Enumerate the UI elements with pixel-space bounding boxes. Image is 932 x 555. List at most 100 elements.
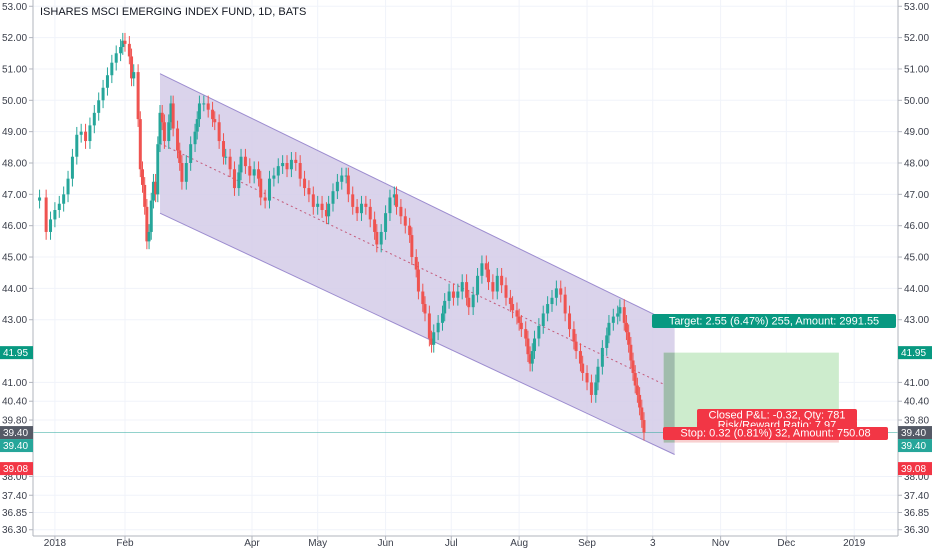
candle-body bbox=[151, 181, 155, 201]
candle-body bbox=[484, 263, 488, 270]
candle-body bbox=[285, 162, 289, 170]
candle-body bbox=[121, 40, 125, 48]
candle-body bbox=[92, 112, 96, 126]
candle-body bbox=[471, 294, 475, 308]
candle-body bbox=[138, 119, 142, 170]
candle-body bbox=[224, 156, 228, 158]
candle-body bbox=[616, 313, 620, 317]
candle-body bbox=[114, 53, 118, 63]
candle-body bbox=[546, 304, 550, 314]
candle-body bbox=[167, 122, 171, 142]
candle-body bbox=[495, 275, 499, 292]
x-tick-label: 3 bbox=[650, 538, 656, 549]
candle-body bbox=[351, 194, 355, 207]
candle-body bbox=[178, 150, 182, 163]
stop-label: Stop: 0.32 (0.81%) 32, Amount: 750.08 bbox=[680, 428, 870, 440]
candle-body bbox=[581, 363, 585, 374]
candle-body bbox=[176, 128, 180, 151]
candle-body bbox=[517, 316, 521, 323]
y-tick-label: 41.00 bbox=[904, 378, 929, 389]
candle-body bbox=[289, 159, 293, 170]
closed-pnl-label-bg bbox=[697, 409, 857, 422]
x-tick-label: Jun bbox=[378, 538, 394, 549]
candle-body bbox=[189, 144, 193, 163]
candle-body bbox=[331, 191, 335, 204]
y-tick-label: 48.00 bbox=[904, 158, 929, 169]
candle-body bbox=[410, 235, 414, 258]
candle-body bbox=[268, 178, 272, 201]
right-price-axis: 53.00 52.00 51.00 50.00 49.00 48.00 47.00 46.00… bbox=[897, 0, 932, 536]
candle-body bbox=[532, 338, 536, 352]
candle-body bbox=[384, 213, 388, 232]
candle-body bbox=[373, 219, 377, 232]
candle-body bbox=[162, 122, 166, 142]
right-last-price-label-bg bbox=[898, 426, 932, 440]
candle-body bbox=[399, 206, 403, 217]
y-tick-label: 44.00 bbox=[2, 284, 27, 295]
candle-body bbox=[441, 313, 445, 323]
y-tick-label: 48.00 bbox=[2, 158, 27, 169]
x-tick-label: Nov bbox=[712, 538, 730, 549]
candle-body bbox=[476, 275, 480, 295]
candle-body bbox=[127, 43, 131, 57]
candle-body bbox=[44, 197, 48, 232]
left-last-price-mirror-label-bg bbox=[0, 439, 33, 453]
candle-body bbox=[467, 297, 471, 308]
candle-body bbox=[62, 194, 66, 204]
candle-body bbox=[307, 188, 311, 195]
right-target-price-label-bg bbox=[898, 346, 932, 360]
candle-body bbox=[408, 225, 412, 236]
candle-body bbox=[110, 62, 114, 76]
candle-body bbox=[320, 203, 324, 211]
candle-body bbox=[206, 103, 210, 110]
candle-body bbox=[75, 134, 79, 157]
candle-body bbox=[572, 329, 576, 342]
y-tick-label: 52.00 bbox=[2, 33, 27, 44]
target-label: Target: 2.55 (6.47%) 255, Amount: 2991.5… bbox=[669, 316, 879, 328]
candle-body bbox=[123, 40, 127, 44]
y-tick-label: 36.30 bbox=[904, 525, 929, 536]
candle-body bbox=[130, 56, 134, 79]
y-tick-label: 36.85 bbox=[904, 508, 929, 519]
candle-body bbox=[140, 169, 144, 185]
candle-body bbox=[222, 141, 226, 157]
y-tick-label: 53.00 bbox=[2, 2, 27, 13]
candle-body bbox=[594, 382, 598, 395]
candle-body bbox=[364, 203, 368, 207]
candle-body bbox=[243, 156, 247, 167]
candle-body bbox=[184, 162, 188, 182]
candle-body bbox=[447, 291, 451, 301]
candle-body bbox=[568, 313, 572, 330]
candle-body bbox=[105, 75, 109, 88]
candle-body bbox=[436, 322, 440, 333]
candle-body bbox=[101, 87, 105, 101]
candle-body bbox=[327, 203, 331, 217]
channel-upper-line bbox=[159, 73, 675, 325]
candle-body bbox=[528, 354, 532, 364]
candle-body bbox=[491, 282, 495, 292]
candle-body bbox=[530, 351, 534, 364]
candle-body bbox=[147, 231, 151, 242]
left-stop-price-label-bg bbox=[0, 462, 33, 476]
candle-body bbox=[403, 216, 407, 226]
candle-body bbox=[414, 257, 418, 270]
candle-body bbox=[541, 313, 545, 326]
target-label-bg bbox=[652, 314, 896, 328]
candle-body bbox=[430, 338, 434, 345]
candle-body bbox=[388, 197, 392, 214]
candle-body bbox=[239, 156, 243, 173]
candle-body bbox=[416, 269, 420, 292]
left-price-axis: 53.00 52.00 51.00 50.00 49.00 48.00 47.00 46.00… bbox=[0, 0, 34, 536]
candle-body bbox=[232, 169, 236, 189]
candle-body bbox=[298, 162, 302, 179]
y-tick-label: 40.40 bbox=[904, 397, 929, 408]
x-tick-label: May bbox=[308, 538, 327, 549]
y-tick-label: 47.00 bbox=[2, 190, 27, 201]
candle-body bbox=[508, 297, 512, 305]
candle-body bbox=[607, 322, 611, 336]
y-tick-label: 36.85 bbox=[2, 508, 27, 519]
candle-body bbox=[169, 103, 173, 123]
candle-body bbox=[589, 382, 593, 395]
candle-body bbox=[585, 373, 589, 383]
candle-body bbox=[202, 103, 206, 105]
